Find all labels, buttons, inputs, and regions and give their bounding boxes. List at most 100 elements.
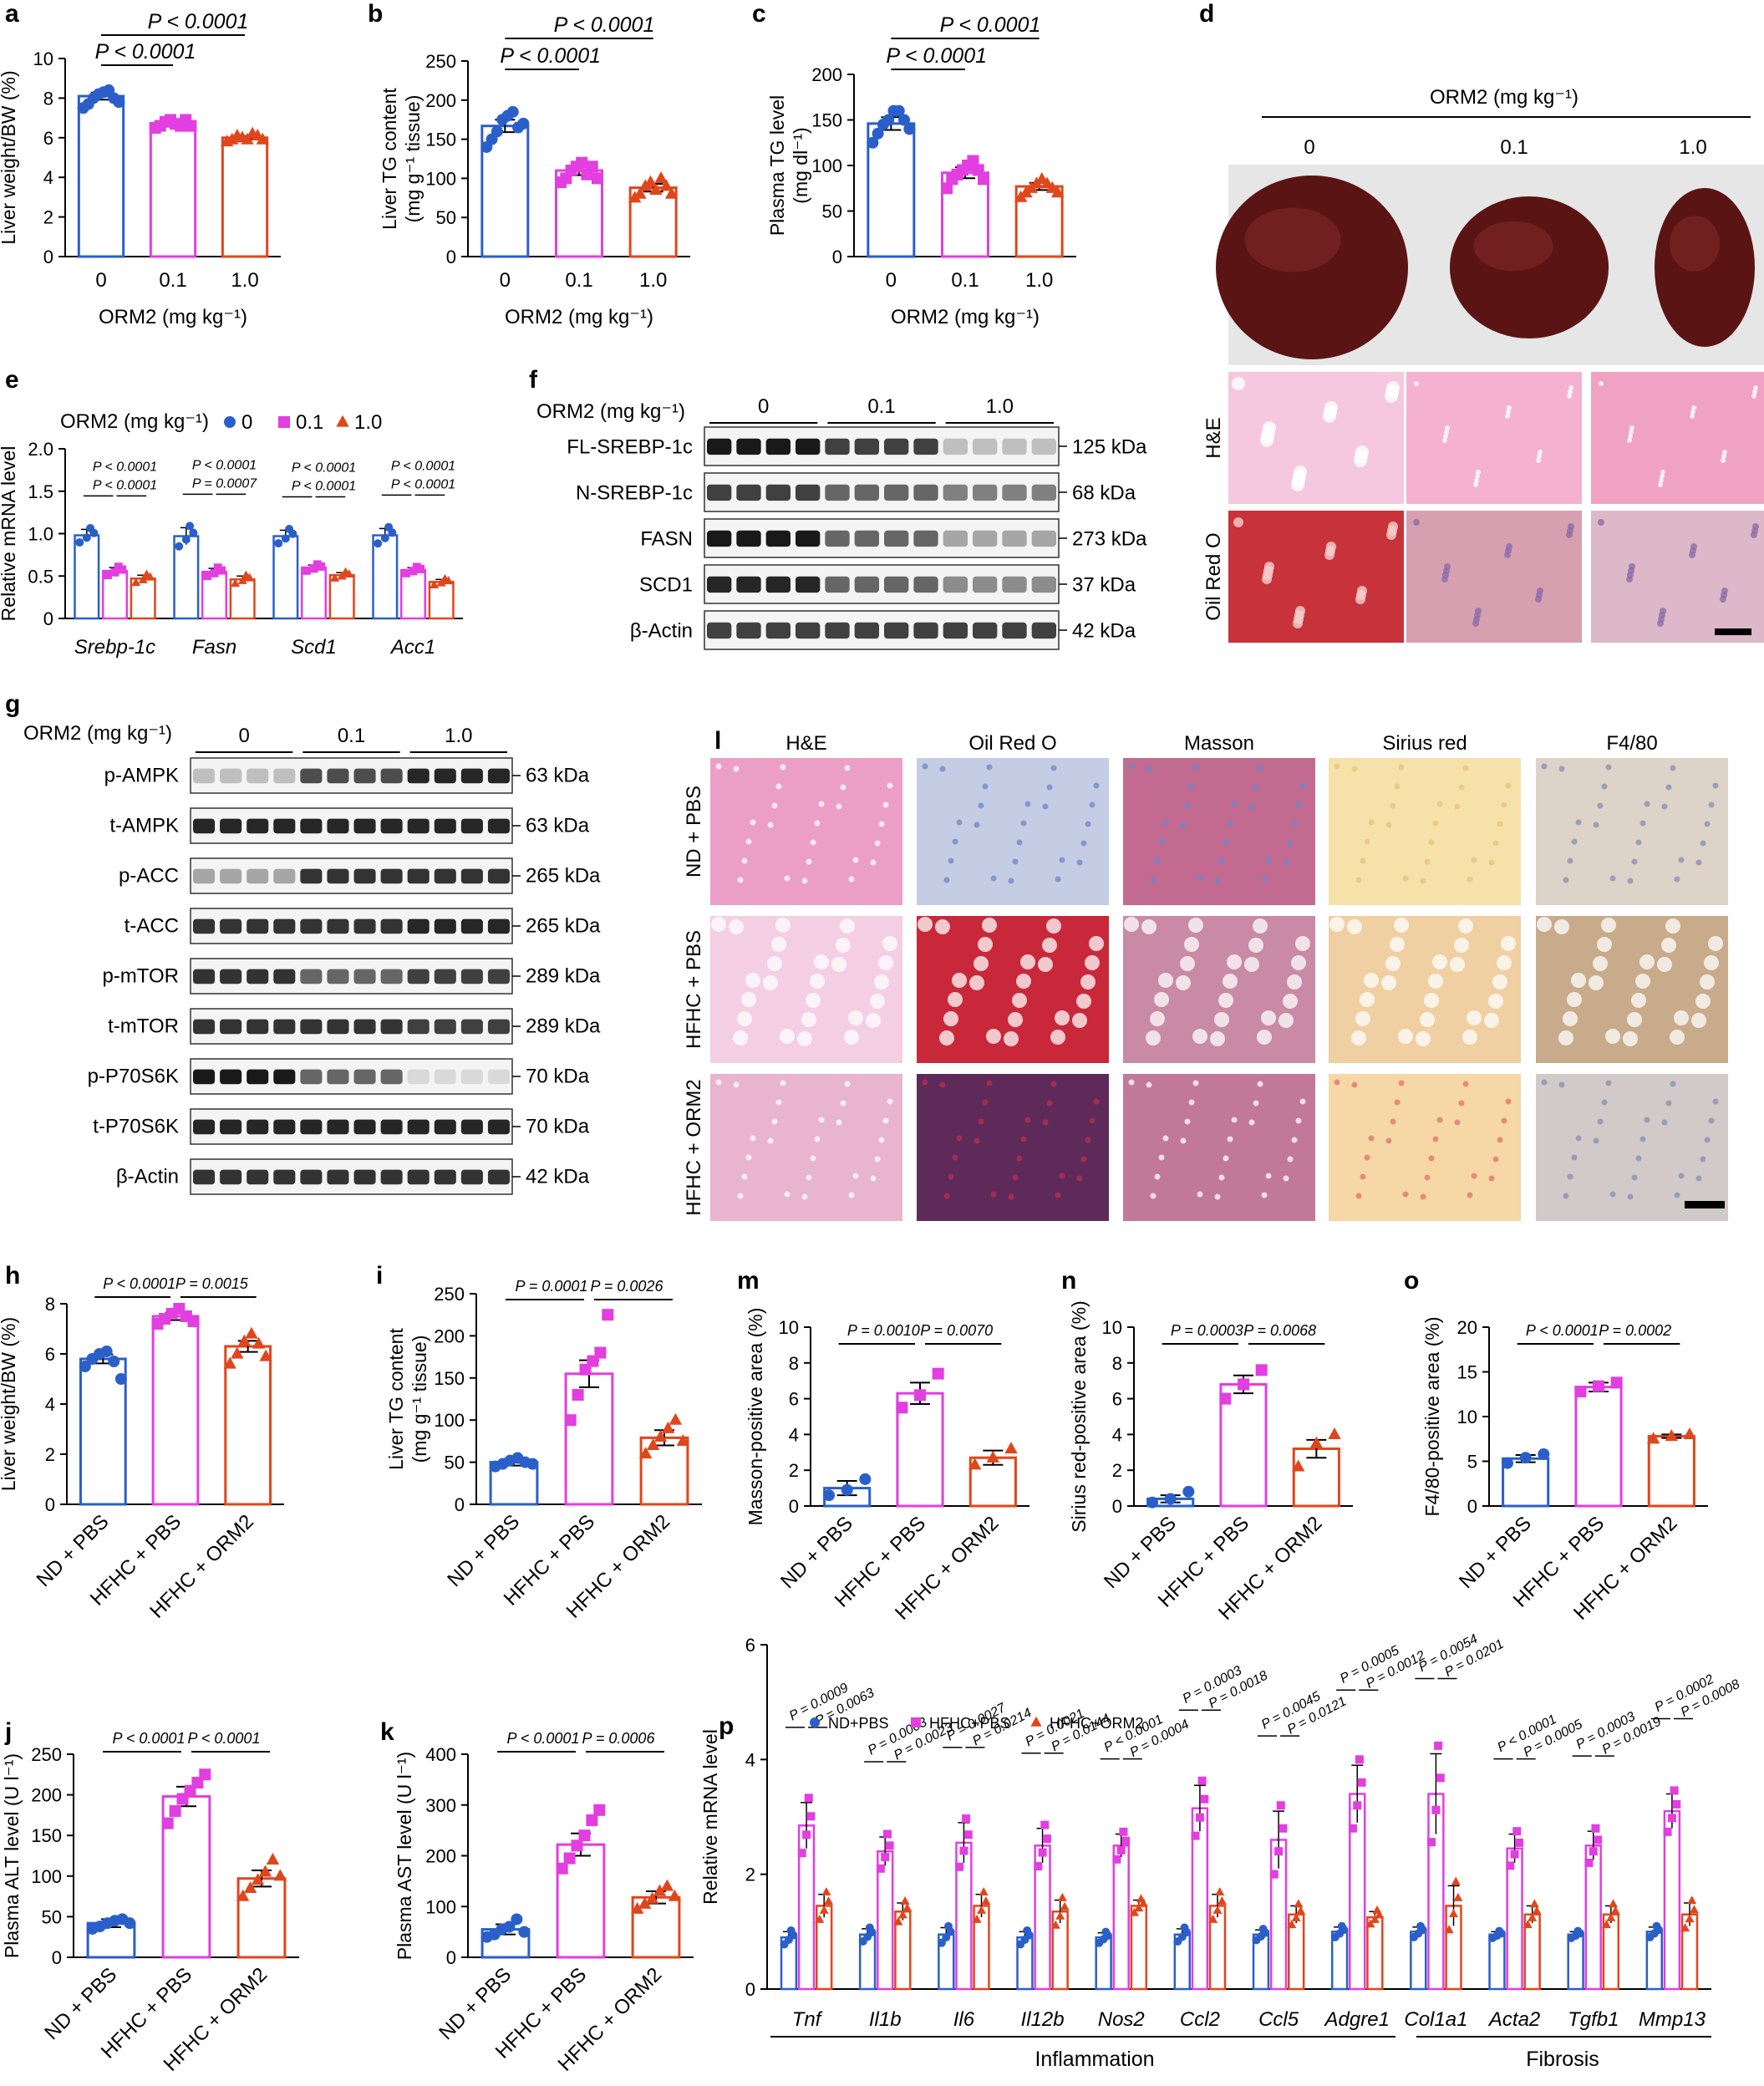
bar	[272, 535, 299, 620]
y-axis-label: Sirius red-positive area (%)	[1068, 1300, 1090, 1532]
histology-texture	[870, 1175, 877, 1182]
data-point	[302, 566, 311, 575]
data-point	[1357, 1778, 1366, 1787]
histology-texture	[1299, 782, 1306, 789]
histology-texture	[771, 802, 778, 809]
data-point	[1372, 1905, 1382, 1914]
data-point	[586, 160, 598, 173]
data-point	[654, 171, 668, 183]
histology-texture	[1351, 1030, 1366, 1046]
blot-band	[380, 1069, 403, 1085]
panel-letter: p	[719, 1712, 734, 1740]
blot-protein-label: FASN	[640, 527, 693, 550]
blot-strip	[704, 472, 1060, 512]
histology-texture	[767, 956, 782, 971]
histology-texture	[1128, 1079, 1135, 1086]
y-axis-label: Liver weight/BW (%)	[0, 1317, 19, 1491]
histology-texture	[1192, 764, 1199, 771]
blot-band	[1002, 530, 1027, 547]
y-tick-label: 150	[811, 110, 842, 131]
histology-texture	[1488, 1175, 1495, 1182]
histology-texture	[948, 992, 963, 1007]
y-tick-label: 6	[745, 1635, 755, 1656]
histology-texture	[1497, 955, 1512, 970]
x-axis-label: ORM2 (mg kg⁻¹)	[891, 306, 1040, 328]
data-point	[79, 1361, 91, 1372]
data-point	[591, 172, 603, 185]
y-tick-label: 6	[45, 1344, 55, 1365]
data-point	[1370, 1914, 1380, 1923]
histology-texture	[806, 1174, 812, 1181]
blot-band	[825, 622, 850, 639]
histology-texture	[1657, 957, 1672, 972]
histology-texture	[1150, 1011, 1165, 1026]
data-point	[86, 524, 95, 533]
y-axis-label: Liver weight/BW (%)	[0, 70, 19, 244]
blot-band	[407, 1019, 430, 1035]
blot-band	[434, 1169, 456, 1185]
histology-texture	[1008, 878, 1014, 884]
data-point	[1610, 1376, 1623, 1389]
histology-texture	[1364, 973, 1379, 988]
legend-marker	[224, 416, 236, 428]
histology-texture	[939, 766, 946, 772]
blot-band	[300, 1019, 323, 1035]
sig-label: P < 0.0001	[292, 460, 356, 475]
histology-texture	[870, 994, 885, 1009]
x-tick-label: 0	[95, 269, 106, 292]
histology-texture	[852, 857, 859, 863]
histology-texture	[1080, 974, 1096, 990]
histology-texture	[1150, 1193, 1157, 1199]
data-point	[1449, 1909, 1459, 1918]
y-tick-label: 0	[1112, 1496, 1122, 1517]
lane-group-label: 0	[758, 395, 769, 418]
data-point	[401, 568, 410, 577]
x-gene-label: Nos2	[1098, 2008, 1145, 2031]
histology-texture	[1462, 1081, 1469, 1087]
histology-texture	[1295, 1117, 1302, 1124]
blot-band	[327, 1169, 349, 1185]
data-point	[1291, 1459, 1305, 1472]
histology-texture	[1283, 1175, 1289, 1182]
data-point	[187, 1315, 200, 1327]
histology-texture	[737, 1011, 752, 1026]
histology-texture	[1020, 1136, 1027, 1142]
data-point	[659, 179, 674, 191]
y-axis-label: (mg g⁻¹ tissue)	[409, 1336, 430, 1463]
sig-label: P < 0.0001	[507, 1730, 580, 1747]
blot-band	[460, 969, 483, 984]
data-point	[1609, 1899, 1619, 1908]
histology-column-label: H&E	[785, 732, 826, 755]
histology-texture	[1441, 576, 1448, 583]
data-point	[1217, 1895, 1227, 1905]
histology-texture	[745, 1154, 752, 1161]
bar	[149, 122, 197, 258]
sig-label: P < 0.0001	[113, 1730, 186, 1747]
histology-texture	[1593, 956, 1608, 971]
data-point	[968, 1458, 982, 1470]
histology-texture	[1231, 1117, 1238, 1123]
blot-band	[707, 438, 732, 455]
y-tick-label: 8	[45, 1294, 55, 1315]
histology-texture	[763, 975, 778, 990]
histology-texture	[1473, 482, 1478, 487]
blot-band	[353, 868, 376, 884]
histology-texture	[1558, 1030, 1573, 1046]
blot-band	[300, 969, 323, 984]
histology-texture	[1538, 450, 1543, 455]
sig-label: P = 0.0002	[1599, 1322, 1671, 1339]
histology-texture	[1355, 1193, 1362, 1199]
histology-texture	[1674, 876, 1680, 883]
histology-texture	[1627, 1193, 1634, 1200]
histology-texture	[1589, 975, 1604, 990]
x-gene-label: Fasn	[192, 636, 236, 659]
blot-size-label: 37 kDa	[1072, 573, 1136, 596]
histology-texture	[882, 1117, 889, 1124]
group-label: Inflammation	[1035, 2048, 1154, 2071]
blot-band	[854, 576, 879, 593]
blot-band	[247, 918, 269, 934]
data-point	[1197, 1776, 1207, 1785]
blot-band	[193, 1019, 216, 1035]
blot-band	[765, 530, 790, 547]
data-point	[1208, 1914, 1218, 1923]
